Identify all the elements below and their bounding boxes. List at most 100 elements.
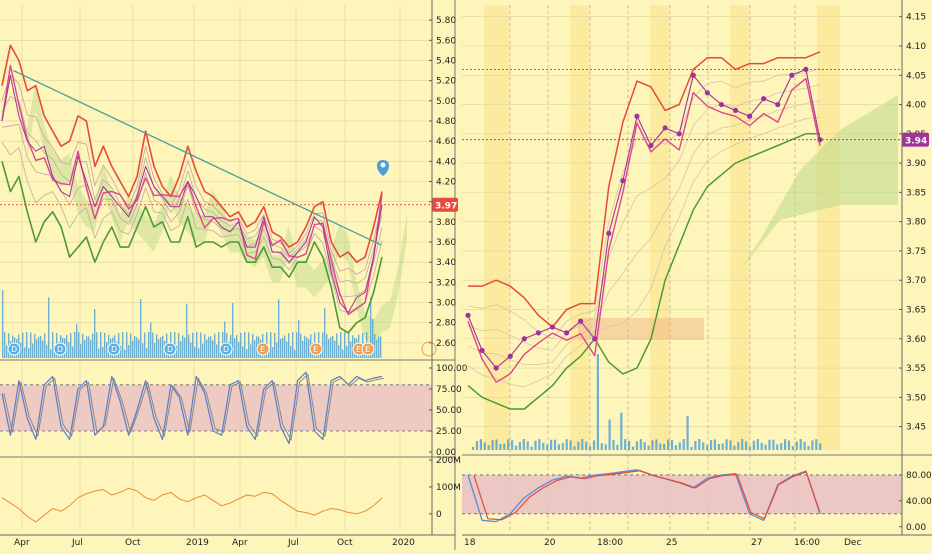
volume-bar	[154, 343, 156, 358]
x-tick-label: Oct	[125, 538, 141, 548]
volume-bar	[511, 440, 514, 450]
volume-bar	[150, 322, 152, 358]
location-pin-dot	[380, 162, 386, 168]
y-tick-label: 5.20	[436, 77, 456, 87]
price-dot	[521, 336, 527, 342]
volume-bar	[332, 335, 334, 358]
volume-bar	[741, 439, 744, 450]
y-tick-label: 75.00	[436, 385, 462, 395]
volume-bar	[32, 343, 34, 358]
volume-bar	[66, 334, 68, 358]
volume-bar	[212, 340, 214, 358]
volume-bar	[122, 332, 124, 358]
event-marker-label: D	[111, 345, 117, 354]
volume-bar	[236, 335, 238, 358]
last-price-badge	[902, 132, 929, 147]
y-tick-label: 40.00	[906, 497, 932, 507]
event-marker-label: D	[167, 345, 173, 354]
volume-bar	[546, 444, 549, 450]
price-dot	[507, 353, 513, 359]
volume-bar	[46, 344, 48, 358]
volume-bar	[352, 335, 354, 358]
volume-bar	[28, 348, 30, 358]
mid-band-line	[1, 64, 383, 316]
y-tick-label: 3.60	[906, 335, 926, 345]
moving-average-line	[1, 123, 383, 297]
volume-bar	[130, 333, 132, 358]
location-pin-icon[interactable]	[377, 160, 389, 176]
volume-bar	[152, 332, 154, 358]
volume-bar	[764, 444, 767, 450]
volume-bar	[246, 349, 248, 358]
event-marker[interactable]: D	[107, 342, 121, 356]
volume-bar	[184, 337, 186, 358]
volume-bar	[92, 333, 94, 358]
volume-bar	[274, 332, 276, 358]
volume-bar	[733, 445, 736, 450]
volume-bar	[100, 332, 102, 358]
volume-bar	[44, 333, 46, 358]
volume-bar	[713, 439, 716, 450]
volume-bar	[690, 446, 693, 450]
volume-bar	[787, 440, 791, 450]
volume-bar	[208, 336, 210, 358]
y-tick-label: 80.00	[906, 471, 932, 481]
volume-bar	[242, 346, 244, 358]
volume-bar	[479, 439, 482, 450]
event-marker[interactable]: D	[163, 342, 177, 356]
x-tick-label: 27	[751, 538, 762, 548]
volume-bar	[302, 340, 304, 358]
volume-bar	[561, 443, 564, 450]
x-tick-label: 18:00	[597, 538, 623, 548]
y-tick-label: 4.20	[436, 178, 456, 188]
event-marker[interactable]: E	[256, 342, 270, 356]
volume-bar	[380, 336, 382, 358]
volume-bar	[324, 308, 326, 358]
volume-bar	[651, 440, 654, 450]
mid-band-line	[467, 77, 821, 383]
volume-bar	[304, 335, 306, 358]
price-dot	[634, 113, 640, 119]
price-dot	[592, 336, 598, 342]
event-marker-outline	[421, 341, 437, 357]
volume-bar	[346, 345, 348, 358]
lower-band-line	[467, 133, 820, 410]
volume-bar	[276, 342, 278, 358]
volume-bar	[224, 321, 226, 358]
volume-bar	[350, 341, 352, 358]
price-dot	[690, 72, 696, 78]
volume-bar	[780, 443, 783, 450]
price-dot	[563, 330, 570, 336]
volume-bar	[483, 442, 486, 450]
y-tick-label: 100M	[436, 483, 461, 493]
y-tick-label: 5.00	[436, 97, 456, 107]
volume-bar	[50, 349, 52, 358]
y-tick-label: 4.05	[906, 71, 926, 81]
volume-bar	[240, 332, 242, 358]
event-marker[interactable]: E	[361, 342, 375, 356]
volume-bar	[682, 439, 685, 450]
volume-bar	[250, 344, 252, 358]
volume-bar	[194, 347, 196, 358]
event-marker[interactable]: E	[309, 342, 323, 356]
volume-bar	[176, 345, 178, 358]
volume-bar	[815, 439, 818, 450]
volume-bar	[776, 444, 779, 450]
volume-bar	[507, 439, 510, 450]
moving-average-line	[467, 117, 821, 388]
volume-bar	[639, 439, 642, 450]
volume-bar	[698, 439, 701, 450]
volume-bar	[244, 332, 246, 358]
event-marker[interactable]: D	[7, 342, 21, 356]
volume-bar	[538, 439, 541, 450]
event-marker[interactable]: D	[219, 342, 233, 356]
y-tick-label: 3.90	[906, 159, 926, 169]
volume-bar	[124, 349, 126, 358]
event-marker[interactable]: D	[53, 342, 67, 356]
volume-bar	[198, 348, 200, 358]
volume-bar	[612, 439, 615, 450]
volume-bar	[144, 332, 146, 358]
price-dot	[747, 113, 753, 119]
volume-bar	[26, 332, 28, 358]
